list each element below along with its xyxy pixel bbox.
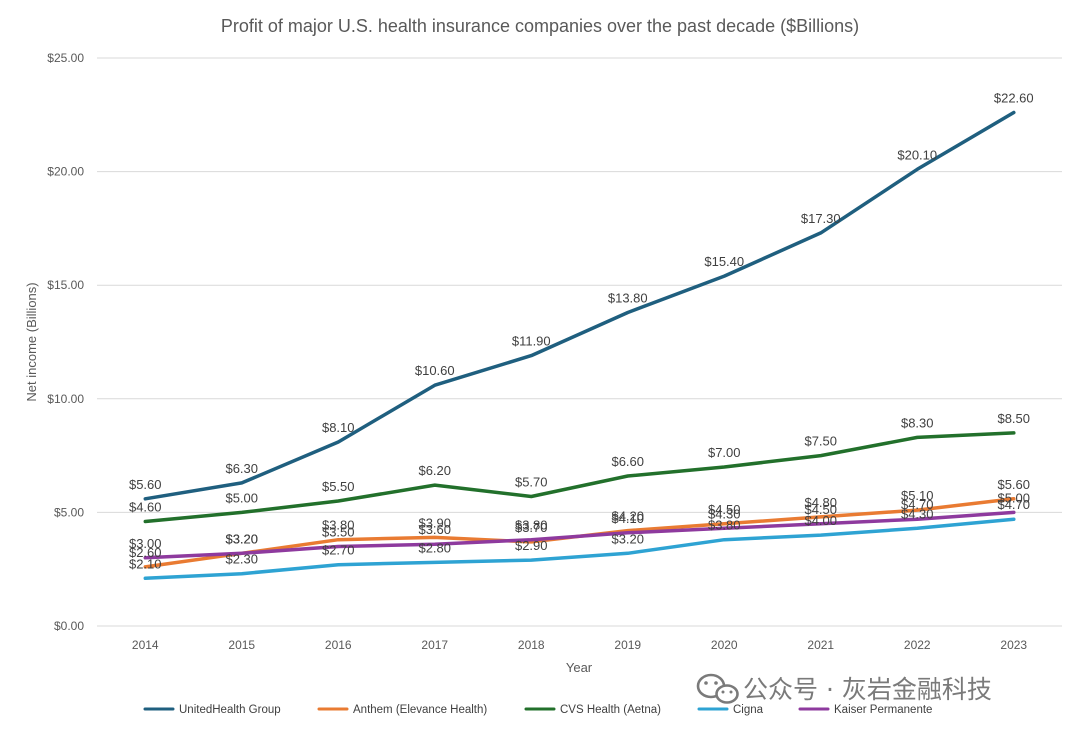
data-label: $5.70 — [515, 474, 548, 489]
x-tick-label: 2015 — [228, 638, 255, 652]
data-label: $3.20 — [225, 531, 258, 546]
data-label: $4.70 — [901, 497, 934, 512]
data-label: $3.20 — [611, 531, 644, 546]
data-label: $6.30 — [225, 461, 258, 476]
legend-item: CVS Health (Aetna) — [524, 704, 661, 716]
legend-item: Anthem (Elevance Health) — [317, 704, 487, 716]
data-label: $4.00 — [804, 513, 837, 528]
data-label: $6.60 — [611, 454, 644, 469]
x-tick-label: 2014 — [132, 638, 159, 652]
data-label: $7.00 — [708, 445, 741, 460]
data-label: $20.10 — [897, 147, 937, 162]
data-label: $3.80 — [322, 518, 355, 533]
data-label: $4.10 — [611, 511, 644, 526]
data-label: $4.30 — [901, 506, 934, 521]
data-label: $4.50 — [708, 502, 741, 517]
data-label: $3.80 — [708, 518, 741, 533]
legend-label: Kaiser Permanente — [834, 704, 932, 716]
x-tick-label: 2020 — [711, 638, 738, 652]
x-tick-label: 2017 — [421, 638, 448, 652]
data-label: $4.50 — [804, 502, 837, 517]
legend-item: UnitedHealth Group — [143, 704, 281, 716]
data-label: $3.60 — [418, 522, 451, 537]
data-label: $4.70 — [997, 497, 1030, 512]
y-tick-label: $10.00 — [47, 392, 84, 406]
data-label: $5.60 — [129, 477, 162, 492]
legend-label: Anthem (Elevance Health) — [353, 704, 487, 716]
data-label: $5.60 — [997, 477, 1030, 492]
x-tick-label: 2021 — [807, 638, 834, 652]
data-label: $3.80 — [515, 518, 548, 533]
y-tick-label: $0.00 — [54, 619, 84, 633]
data-label: $2.60 — [129, 545, 162, 560]
x-tick-label: 2022 — [904, 638, 931, 652]
data-labels: $5.60 $6.30 $8.10 $10.60 $11.90 $13.80 $15.40 $… — [129, 91, 1034, 572]
data-label: $4.30 — [708, 506, 741, 521]
x-axis-ticks: 2014 2015 2016 2017 2018 2019 2020 2021 2022 2023 — [132, 638, 1028, 652]
x-tick-label: 2018 — [518, 638, 545, 652]
data-label: $4.80 — [804, 495, 837, 510]
data-label: $5.50 — [322, 479, 355, 494]
watermark-text: 公众号 · 灰岩金融科技 — [743, 675, 992, 704]
series-line — [143, 110, 1016, 501]
data-label: $10.60 — [415, 363, 455, 378]
data-label: $11.90 — [512, 334, 551, 349]
series-lines — [143, 110, 1016, 581]
data-label: $3.00 — [129, 536, 162, 551]
data-label: $8.30 — [901, 415, 934, 430]
watermark: 公众号 · 灰岩金融科技 — [696, 673, 992, 704]
y-tick-label: $25.00 — [47, 51, 84, 65]
data-label: $2.70 — [322, 543, 355, 558]
data-label: $13.80 — [608, 290, 648, 305]
gridlines — [97, 57, 1062, 627]
legend-label: UnitedHealth Group — [179, 704, 281, 716]
legend-item: Cigna — [697, 704, 764, 716]
data-label: $8.50 — [997, 411, 1030, 426]
data-label: $17.30 — [801, 211, 841, 226]
y-axis-label: Net income (Billions) — [24, 282, 39, 401]
chart-title: Profit of major U.S. health insurance co… — [221, 16, 859, 36]
legend-label: CVS Health (Aetna) — [560, 704, 661, 716]
series-line — [143, 431, 1016, 524]
legend-item: Kaiser Permanente — [798, 704, 932, 716]
data-label: $15.40 — [704, 254, 744, 269]
legend-label: Cigna — [733, 704, 764, 716]
data-label: $7.50 — [804, 434, 837, 449]
data-label: $2.90 — [515, 538, 548, 553]
y-axis-ticks: $0.00 $5.00 $10.00 $15.00 $20.00 $25.00 — [47, 51, 84, 633]
y-tick-label: $5.00 — [54, 505, 84, 519]
x-tick-label: 2023 — [1000, 638, 1027, 652]
x-tick-label: 2016 — [325, 638, 352, 652]
data-label: $4.20 — [611, 509, 644, 524]
data-label: $22.60 — [994, 91, 1034, 106]
data-label: $5.00 — [997, 490, 1030, 505]
y-tick-label: $20.00 — [47, 165, 84, 179]
data-label: $2.10 — [129, 556, 162, 571]
data-label: $2.30 — [225, 552, 258, 567]
data-label: $5.00 — [225, 490, 258, 505]
data-label: $3.50 — [322, 524, 355, 539]
data-label: $6.20 — [418, 463, 451, 478]
x-tick-label: 2019 — [614, 638, 641, 652]
wechat-icon — [696, 673, 739, 704]
series-line — [143, 510, 1016, 560]
series-line — [143, 517, 1016, 581]
data-label: $3.70 — [515, 520, 548, 535]
data-label: $2.80 — [418, 540, 451, 555]
y-tick-label: $15.00 — [47, 278, 84, 292]
x-axis-label: Year — [566, 660, 593, 675]
data-label: $4.60 — [129, 499, 162, 514]
legend: UnitedHealth Group Anthem (Elevance Healt… — [143, 704, 932, 716]
data-label: $5.10 — [901, 488, 934, 503]
data-label: $8.10 — [322, 420, 355, 435]
data-label: $3.90 — [418, 515, 451, 530]
data-label: $3.20 — [225, 531, 258, 546]
